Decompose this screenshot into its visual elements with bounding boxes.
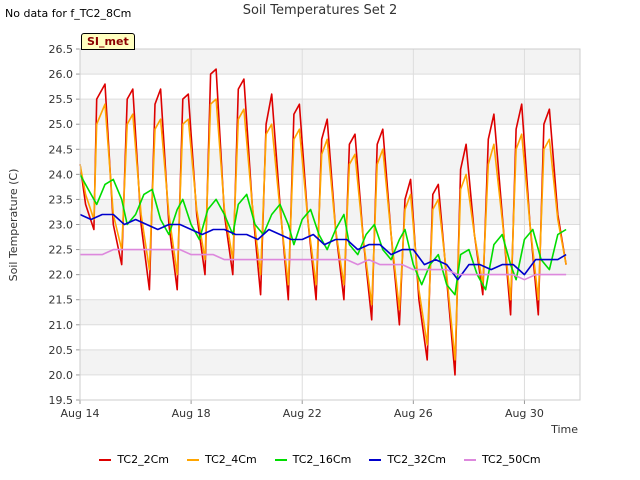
plot-band — [80, 374, 580, 400]
legend-swatch — [463, 458, 476, 461]
plot-band — [80, 99, 580, 125]
no-data-notice: No data for f_TC2_8Cm — [5, 7, 132, 20]
chart-title: Soil Temperatures Set 2 — [242, 3, 398, 18]
legend-item: TC2_50Cm — [463, 453, 541, 466]
plot-band — [80, 349, 580, 375]
y-tick-label: 22.0 — [49, 269, 74, 282]
legend-item: TC2_4Cm — [187, 453, 257, 466]
y-tick-label: 21.0 — [49, 319, 74, 332]
plot-band — [80, 274, 580, 300]
y-tick-label: 25.0 — [49, 118, 74, 131]
x-tick-label: Aug 18 — [172, 407, 211, 420]
plot-band — [80, 299, 580, 325]
y-tick-label: 21.5 — [49, 294, 74, 307]
legend-label: TC2_4Cm — [205, 453, 257, 466]
legend-swatch — [187, 458, 200, 461]
legend: TC2_2Cm TC2_4Cm TC2_16Cm TC2_32Cm TC2_50Cm — [0, 453, 640, 466]
legend-swatch — [99, 458, 112, 461]
y-tick-label: 20.0 — [49, 369, 74, 382]
x-tick-label: Aug 22 — [283, 407, 322, 420]
plot-band — [80, 174, 580, 200]
series-line-tc2-50cm — [80, 248, 567, 281]
y-tick-label: 25.5 — [49, 93, 74, 106]
x-tick-label: Aug 26 — [394, 407, 433, 420]
plot-band — [80, 74, 580, 100]
series-line-tc2-16cm — [79, 174, 567, 296]
legend-item: TC2_2Cm — [99, 453, 169, 466]
y-tick-label: 22.5 — [49, 244, 74, 257]
y-axis-label: Soil Temperature (C) — [7, 169, 20, 282]
plot-frame — [79, 48, 581, 401]
y-tick-label: 19.5 — [49, 394, 74, 407]
series-line-tc2-4cm — [79, 98, 567, 361]
y-tick-label: 26.0 — [49, 68, 74, 81]
legend-label: TC2_32Cm — [387, 453, 446, 466]
plot-band — [80, 49, 580, 75]
y-tick-label: 23.5 — [49, 193, 74, 206]
site-badge: SI_met — [81, 33, 135, 50]
plot-band — [80, 249, 580, 275]
y-tick-label: 20.5 — [49, 344, 74, 357]
plot-background — [80, 49, 580, 400]
x-axis-label: Time — [550, 423, 578, 436]
legend-label: TC2_2Cm — [117, 453, 170, 466]
axes: 19.5 20.0 20.5 21.0 21.5 22.0 22.5 23.0 23.5 24.0… — [49, 43, 581, 420]
x-tick-label: Aug 30 — [505, 407, 544, 420]
y-tick-label: 26.5 — [49, 43, 74, 56]
legend-label: TC2_16Cm — [292, 453, 352, 466]
y-tick-label: 23.0 — [49, 219, 74, 232]
legend-item: TC2_16Cm — [274, 453, 352, 466]
series-line-tc2-32cm — [79, 213, 567, 281]
y-tick-label: 24.0 — [49, 168, 74, 181]
legend-swatch — [369, 458, 382, 461]
x-tick-label: Aug 14 — [61, 407, 100, 420]
plot-band — [80, 199, 580, 225]
plot-band — [80, 324, 580, 350]
plot-band — [80, 224, 580, 250]
series-layer — [79, 68, 567, 376]
legend-swatch — [274, 458, 287, 461]
legend-item: TC2_32Cm — [369, 453, 446, 466]
y-tick-label: 24.5 — [49, 143, 74, 156]
legend-label: TC2_50Cm — [481, 453, 541, 466]
